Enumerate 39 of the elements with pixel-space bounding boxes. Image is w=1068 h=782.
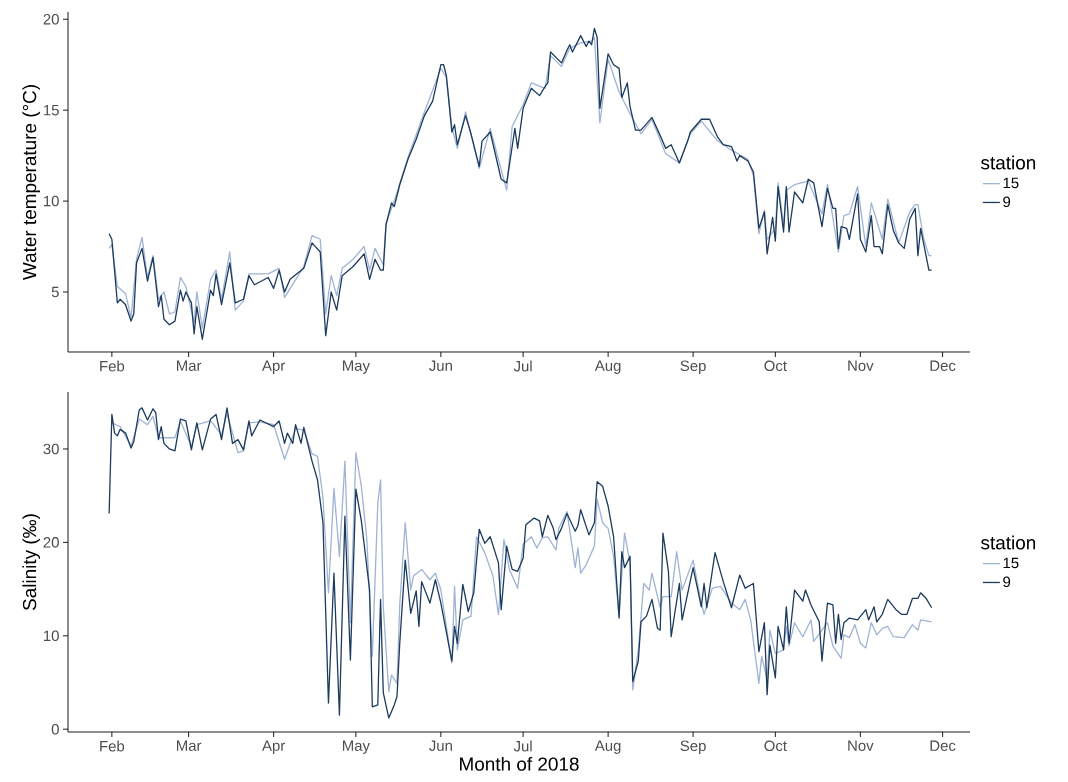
- x-tick-label: Jul: [513, 360, 532, 372]
- x-tick-label: Sep: [680, 360, 706, 375]
- y-axis-title: Water temperature (°C): [22, 85, 41, 281]
- x-tick-label: Oct: [764, 360, 787, 372]
- x-tick-label: Aug: [594, 360, 621, 374]
- x-tick-label: Feb: [100, 360, 125, 372]
- x-tick-label: Nov: [848, 740, 874, 751]
- x-tick-label: Jun: [429, 740, 452, 751]
- y-axis-title: Salinity (‰): [22, 514, 41, 611]
- y-tick-label: 30: [43, 443, 59, 455]
- y-tick-label: 10: [44, 195, 59, 207]
- legend-label: 15: [1003, 177, 1019, 189]
- x-tick-label: Sep: [680, 740, 706, 755]
- x-tick-label: Jul: [513, 740, 532, 752]
- x-tick-label: Aug: [594, 740, 621, 754]
- y-tick-label: 5: [51, 286, 59, 298]
- y-tick-label: 0: [51, 723, 59, 735]
- y-tick-label: 10: [44, 630, 59, 642]
- y-tick-label: 15: [44, 104, 59, 116]
- y-tick-label: 20: [43, 537, 59, 548]
- y-tick-label: 20: [43, 13, 59, 25]
- x-tick-label: May: [342, 360, 370, 374]
- legend-label: 9: [1003, 576, 1011, 588]
- x-tick-label: Mar: [176, 740, 202, 751]
- x-tick-label: Nov: [848, 360, 874, 371]
- x-tick-label: Dec: [930, 740, 956, 751]
- x-tick-label: Feb: [100, 740, 125, 752]
- x-tick-label: Mar: [176, 360, 202, 371]
- legend-label: 9: [1003, 196, 1011, 208]
- x-tick-label: Apr: [262, 740, 285, 754]
- x-tick-label: Apr: [262, 360, 285, 374]
- x-tick-label: Dec: [930, 360, 956, 371]
- legend-title: station: [981, 535, 1036, 550]
- x-tick-label: Jun: [429, 360, 452, 371]
- x-tick-label: Oct: [764, 740, 787, 752]
- legend-label: 15: [1003, 557, 1019, 569]
- x-tick-label: May: [342, 740, 370, 754]
- x-axis-title: Month of 2018: [460, 756, 579, 771]
- legend-title: station: [981, 155, 1036, 170]
